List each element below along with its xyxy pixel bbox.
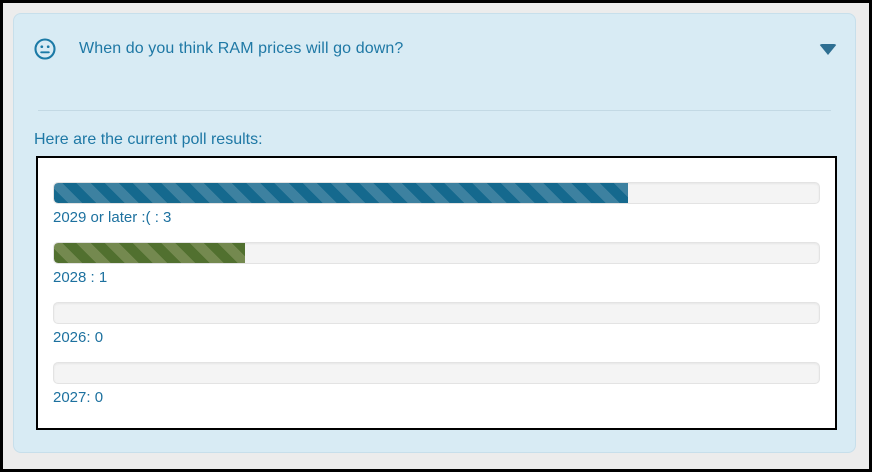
poll-option-row: 2028 : 1 (53, 242, 820, 287)
poll-option-row: 2029 or later :( : 3 (53, 182, 820, 227)
poll-option-row: 2027: 0 (53, 362, 820, 407)
header-divider (38, 110, 831, 111)
poll-bar-track (53, 362, 820, 384)
poll-bar-track (53, 242, 820, 264)
poll-widget-card: When do you think RAM prices will go dow… (13, 13, 856, 453)
poll-bar-fill (54, 183, 628, 203)
poll-bar-track (53, 302, 820, 324)
poll-option-label: 2029 or later :( : 3 (53, 209, 172, 226)
poll-results-label: Here are the current poll results: (34, 131, 263, 148)
neutral-face-icon (34, 38, 56, 60)
poll-results-box: 2029 or later :( : 3 2028 : 1 2026: 0 20… (36, 156, 837, 430)
poll-option-label: 2026: 0 (53, 329, 104, 346)
collapse-triangle-down-icon[interactable] (819, 43, 837, 55)
poll-option-label: 2027: 0 (53, 389, 104, 406)
poll-header[interactable]: When do you think RAM prices will go dow… (14, 14, 855, 60)
poll-bar-track (53, 182, 820, 204)
poll-question: When do you think RAM prices will go dow… (79, 40, 404, 57)
poll-option-row: 2026: 0 (53, 302, 820, 347)
poll-option-label: 2028 : 1 (53, 269, 108, 286)
poll-bar-fill (54, 243, 246, 263)
